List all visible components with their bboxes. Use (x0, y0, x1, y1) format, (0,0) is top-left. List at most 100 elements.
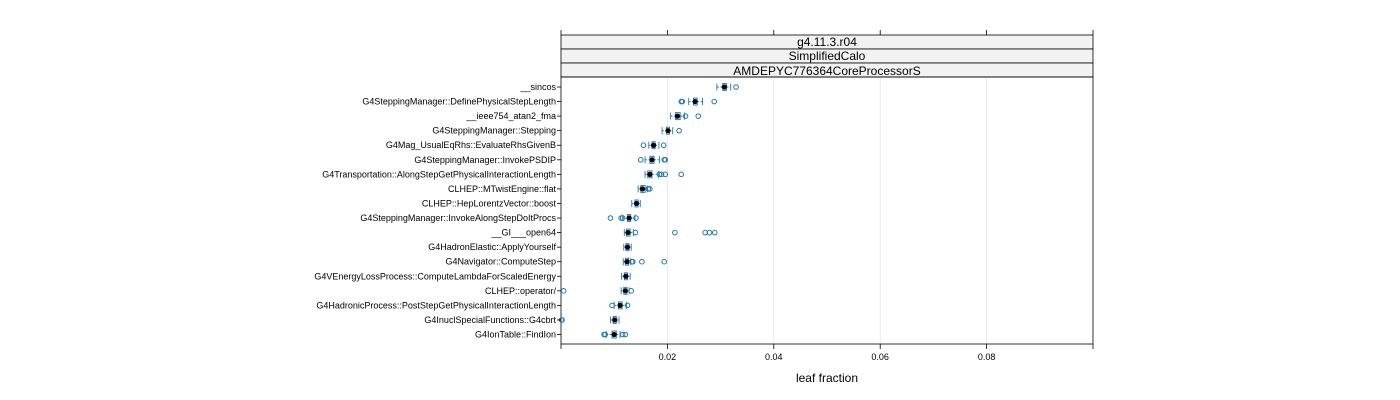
box-10 (623, 228, 718, 237)
outlier-point (676, 127, 682, 134)
strip-1-label: g4.11.3.r04 (797, 35, 857, 49)
outlier-point (632, 229, 639, 236)
outlier-point (638, 156, 644, 163)
strip-2-label: SimplifiedCalo (789, 49, 866, 63)
x-tick-label: 0.06 (871, 352, 889, 362)
median-dot (624, 259, 630, 265)
box-1 (678, 97, 718, 106)
outlier-point (609, 302, 615, 309)
median-dot (674, 113, 681, 119)
category-label: G4VEnergyLossProcess::ComputeLambdaForSc… (314, 271, 556, 281)
box-3 (661, 126, 682, 135)
category-label: G4SteppingManager::InvokePSDIP (414, 155, 556, 165)
strip-group: g4.11.3.r04 SimplifiedCalo AMDEPYC776364… (560, 34, 1094, 78)
outlier-point (658, 171, 665, 178)
box-0 (716, 83, 739, 91)
outlier-point (672, 229, 678, 236)
category-label: __GI___open64 (490, 228, 556, 238)
median-dot (639, 186, 645, 192)
box-13 (621, 272, 631, 281)
outlier-point (656, 171, 663, 178)
box-15 (609, 301, 631, 310)
median-dot (649, 157, 655, 163)
box-8 (631, 199, 641, 208)
outlier-point (628, 288, 635, 294)
median-dot (647, 171, 653, 177)
category-label: G4Mag_UsualEqRhs::EvaluateRhsGivenB (386, 140, 556, 150)
outlier-point (607, 215, 614, 221)
median-dot (721, 84, 727, 90)
category-label: G4SteppingManager::Stepping (432, 126, 556, 136)
median-dot (611, 331, 617, 338)
outlier-point (619, 331, 626, 338)
outlier-point (633, 215, 639, 221)
median-dot (633, 200, 640, 207)
median-dot (650, 142, 657, 148)
box-14 (560, 286, 635, 295)
outlier-point (630, 258, 636, 265)
category-label: G4InuclSpecialFunctions::G4cbrt (424, 315, 556, 325)
category-label: G4SteppingManager::InvokeAlongStepDoItPr… (360, 213, 556, 223)
outlier-point (662, 156, 669, 163)
outlier-point (733, 84, 739, 90)
outlier-point (660, 142, 667, 149)
x-axis-title: leaf fraction (796, 371, 858, 385)
strip-3-label: AMDEPYC776364CoreProcessorS (733, 64, 920, 78)
box-5 (638, 155, 669, 164)
grid-lines (667, 77, 987, 344)
outlier-point (619, 215, 626, 221)
box-17 (601, 330, 629, 339)
category-labels: __sincosG4SteppingManager::DefinePhysica… (314, 82, 561, 340)
median-dot (617, 302, 623, 308)
outlier-point (560, 288, 567, 294)
category-label: G4Transportation::AlongStepGetPhysicalIn… (322, 169, 556, 179)
category-label: CLHEP::operator/ (485, 286, 557, 296)
category-label: G4IonTable::FindIon (475, 330, 556, 340)
median-dot (692, 98, 698, 105)
median-dot (625, 229, 631, 236)
box-11 (623, 243, 632, 252)
outlier-point (662, 171, 669, 178)
outlier-point (706, 229, 713, 236)
median-dot (624, 244, 631, 250)
box-2 (670, 112, 702, 121)
outlier-point (661, 258, 668, 265)
median-dot (622, 288, 628, 294)
plot-panel (560, 76, 1094, 345)
outlier-point (647, 186, 653, 192)
outlier-point (679, 98, 686, 105)
box-6 (644, 170, 685, 179)
median-dot (623, 273, 629, 279)
outlier-point (622, 331, 629, 338)
box-4 (640, 141, 667, 150)
outlier-point (639, 258, 645, 265)
category-label: CLHEP::MTwistEngine::flat (448, 184, 557, 194)
median-dot (612, 317, 618, 323)
outlier-point (682, 113, 689, 119)
outlier-point (711, 229, 718, 236)
outlier-point (624, 302, 631, 309)
outlier-point (602, 331, 608, 338)
x-axis: 0.02 0.04 0.06 0.08 (560, 30, 1094, 362)
category-label: __ieee754_atan2_fma (465, 111, 556, 121)
category-label: CLHEP::HepLorentzVector::boost (422, 198, 557, 208)
category-label: G4SteppingManager::DefinePhysicalStepLen… (362, 97, 556, 107)
box-7 (637, 184, 653, 193)
x-tick-label: 0.08 (978, 352, 996, 362)
box-12 (622, 257, 668, 266)
outlier-point (678, 171, 685, 178)
median-dot (665, 128, 671, 134)
category-label: G4Navigator::ComputeStep (445, 257, 556, 267)
category-label: G4HadronElastic::ApplyYourself (428, 242, 556, 252)
outlier-point (640, 142, 647, 149)
box-marks (558, 83, 739, 339)
box-16 (558, 315, 620, 324)
box-9 (607, 214, 639, 222)
x-tick-label: 0.04 (765, 352, 783, 362)
category-label: G4HadronicProcess::PostStepGetPhysicalIn… (316, 300, 556, 310)
outlier-point (695, 113, 702, 119)
outlier-point (711, 98, 718, 105)
x-tick-label: 0.02 (659, 352, 677, 362)
median-dot (626, 215, 632, 221)
